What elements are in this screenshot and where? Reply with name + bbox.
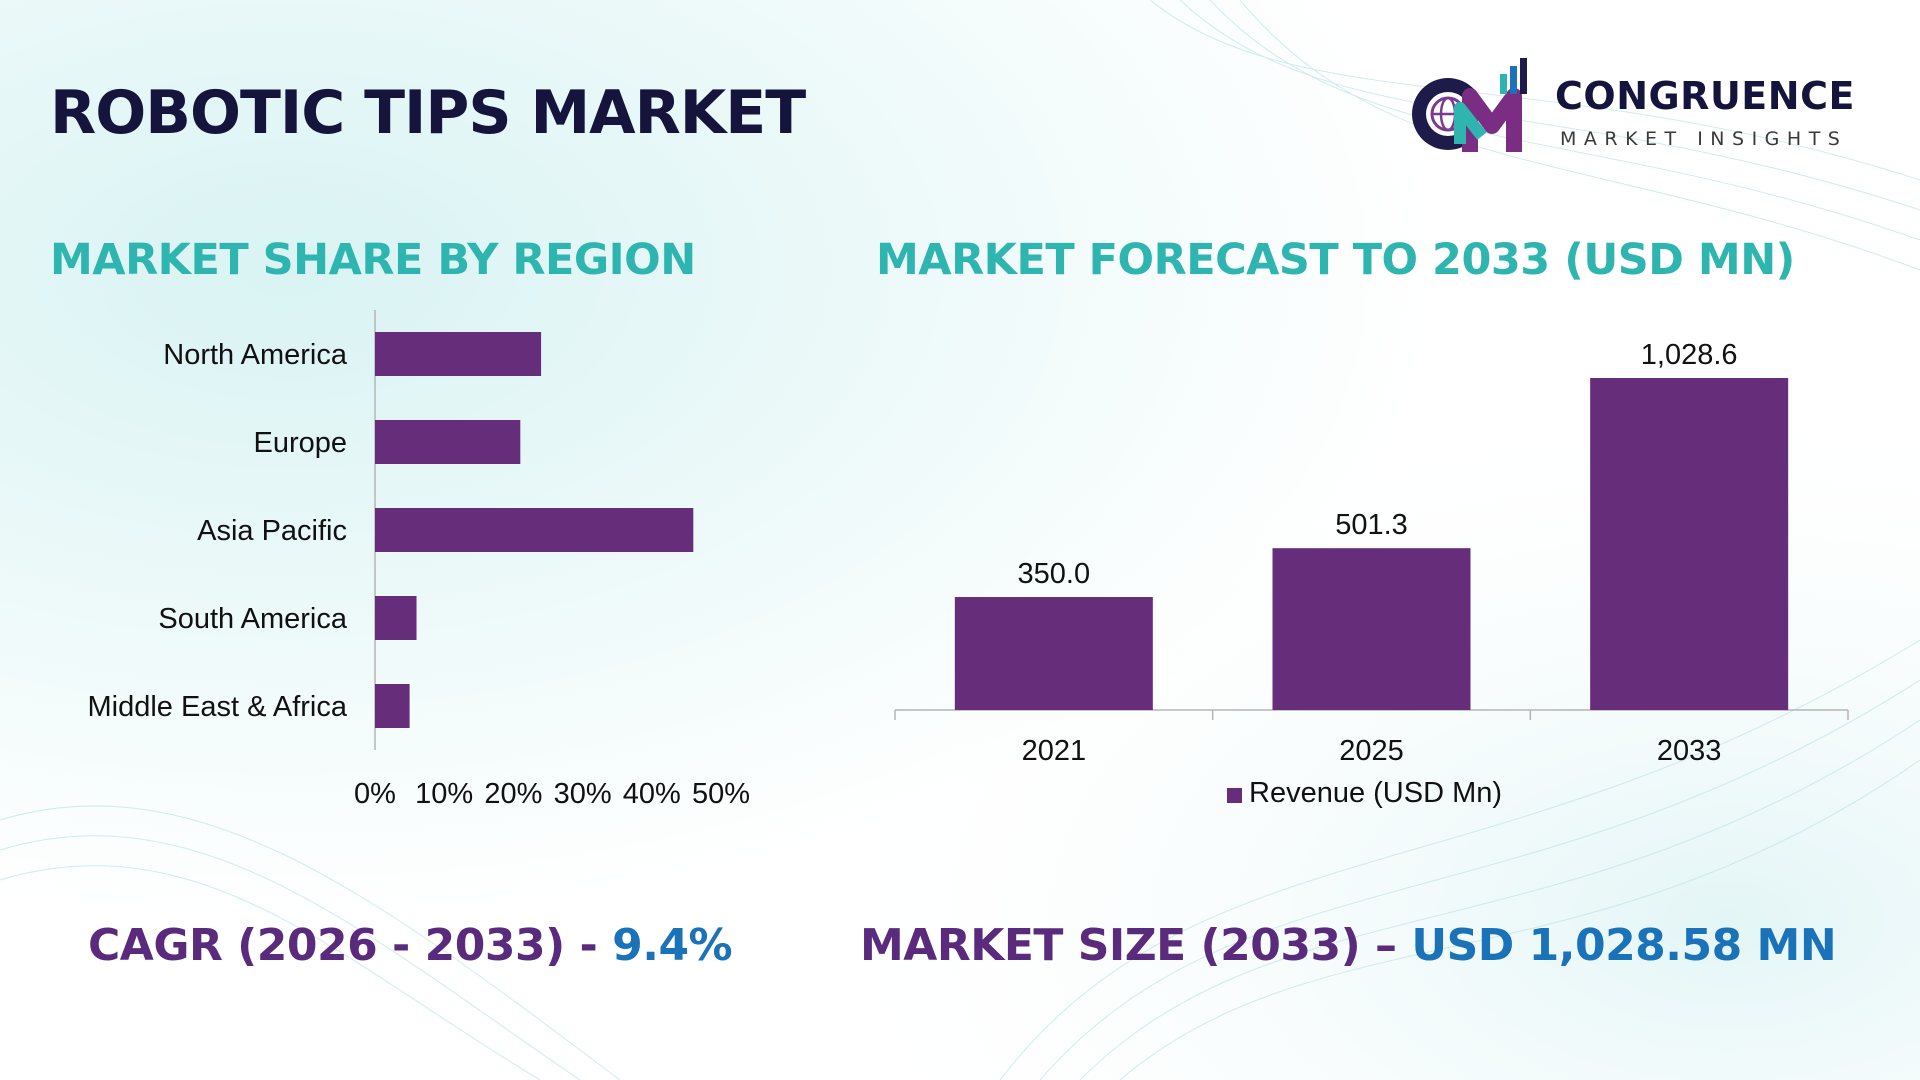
- data-label: 1,028.6: [1641, 339, 1738, 371]
- category-label: Asia Pacific: [197, 515, 347, 547]
- x-tick-label: 40%: [623, 778, 681, 810]
- bar: [1590, 378, 1789, 710]
- category-label: Middle East & Africa: [88, 691, 348, 723]
- category-label: Europe: [253, 427, 347, 459]
- data-label: 501.3: [1335, 509, 1408, 541]
- market-size-label: MARKET SIZE (2033) –: [860, 920, 1412, 971]
- bar: [375, 508, 694, 552]
- market-forecast-bar-chart: 350.0 2021 501.3 2025 1,028.6 2033 Revenue (US…: [894, 339, 1849, 809]
- bar: [375, 420, 521, 464]
- cagr-label: CAGR (2026 - 2033) -: [88, 920, 613, 971]
- x-tick-label: 50%: [692, 778, 750, 810]
- category-label: 2021: [1022, 735, 1087, 767]
- x-tick-label: 30%: [554, 778, 612, 810]
- market-size-value: USD 1,028.58 MN: [1411, 920, 1837, 971]
- logo-name: CONGRUENCE: [1555, 74, 1855, 118]
- region-chart-title: MARKET SHARE BY REGION: [50, 235, 696, 285]
- legend-label: Revenue (USD Mn): [1249, 777, 1502, 809]
- data-label: 350.0: [1018, 558, 1091, 590]
- bar: [1272, 548, 1471, 710]
- x-tick-label: 10%: [415, 778, 473, 810]
- x-tick-label: 0%: [354, 778, 396, 810]
- bar: [954, 597, 1153, 710]
- category-label: South America: [158, 603, 347, 635]
- brand-logo: CONGRUENCE MARKET INSIGHTS: [1400, 52, 1870, 162]
- region-share-bar-chart: North America Europe Asia Pacific South Ame…: [88, 310, 750, 810]
- bar: [375, 684, 410, 728]
- cagr-stat: CAGR (2026 - 2033) - 9.4%: [88, 920, 733, 971]
- legend-swatch: [1227, 788, 1242, 803]
- cm-globe-logo-icon: [1412, 58, 1527, 152]
- bar: [375, 596, 417, 640]
- forecast-chart-title: MARKET FORECAST TO 2033 (USD MN): [876, 235, 1795, 285]
- market-size-stat: MARKET SIZE (2033) – USD 1,028.58 MN: [860, 920, 1837, 971]
- category-label: 2033: [1657, 735, 1722, 767]
- category-label: North America: [163, 339, 348, 371]
- x-tick-label: 20%: [484, 778, 542, 810]
- legend: Revenue (USD Mn): [1227, 777, 1502, 809]
- category-label: 2025: [1339, 735, 1404, 767]
- bar: [375, 332, 542, 376]
- page-title: ROBOTIC TIPS MARKET: [50, 78, 806, 148]
- cagr-value: 9.4%: [612, 920, 733, 971]
- logo-tagline: MARKET INSIGHTS: [1560, 128, 1848, 150]
